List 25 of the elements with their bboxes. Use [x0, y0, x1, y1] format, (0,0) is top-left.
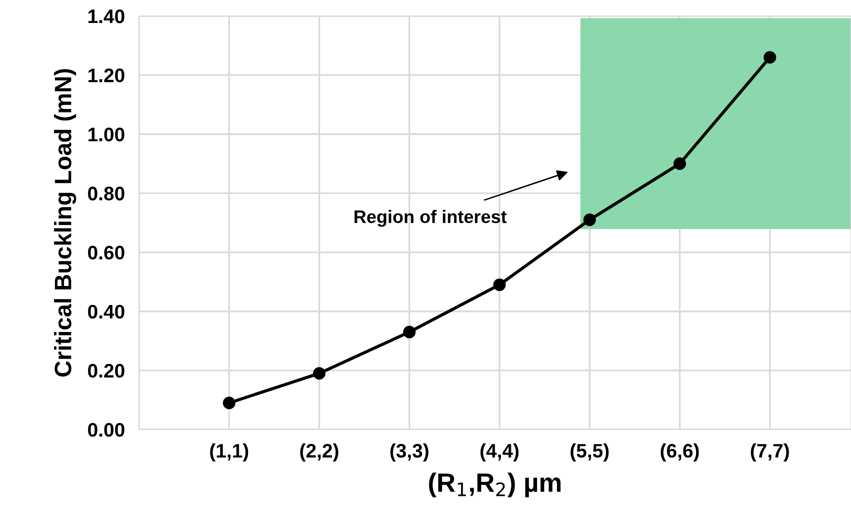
y-tick-label: 0.60: [88, 246, 124, 260]
x-tick-label: (6,6): [660, 443, 699, 462]
y-tick-label: 0.40: [88, 304, 124, 319]
y-axis-title: Critical Buckling Load (mN): [54, 69, 76, 377]
point: [764, 51, 776, 64]
y-tick-label: 1.00: [88, 128, 124, 142]
x-tick-label: (4,4): [480, 443, 519, 462]
x-axis-title: (R$_{1}$,R$_{2}$) µm: [429, 472, 561, 498]
point: [674, 157, 686, 170]
point: [493, 278, 506, 292]
y-tick-label: 0.00: [88, 422, 124, 437]
y-tick-label: 1.20: [88, 68, 124, 82]
y-tick-label: 0.20: [88, 364, 124, 378]
point: [403, 326, 416, 338]
x-tick-label: (1,1): [210, 443, 248, 462]
point: [222, 396, 236, 410]
y-tick-label: 0.80: [88, 186, 124, 200]
point: [583, 214, 596, 226]
y-tick-label: 1.40: [88, 9, 124, 24]
x-tick-label: (3,3): [390, 443, 428, 462]
x-tick-label: (5,5): [570, 443, 609, 462]
x-tick-label: (7,7): [750, 443, 789, 462]
x-tick-label: (2,2): [300, 443, 338, 462]
annotation: Region of interest: [354, 210, 507, 227]
point: [313, 367, 326, 380]
